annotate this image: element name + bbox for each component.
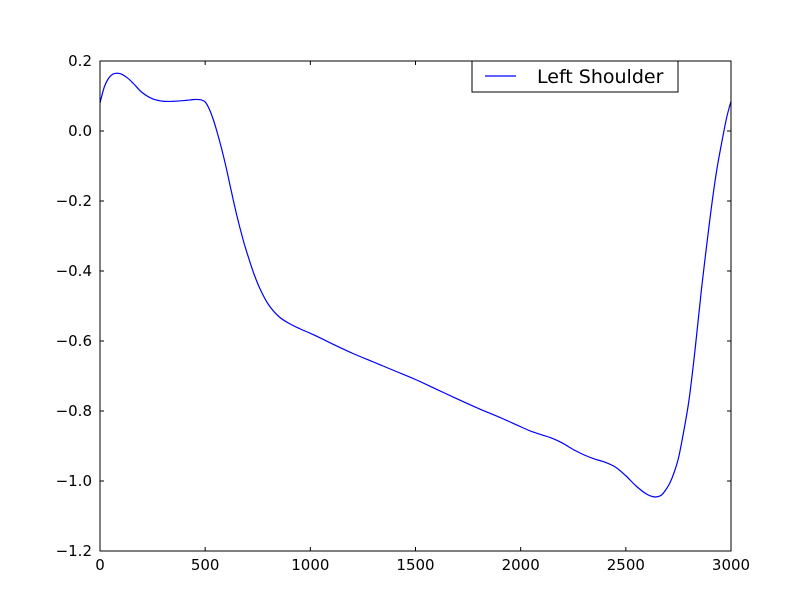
y-tick-label: −1.2 — [56, 542, 92, 560]
y-tick-label: −0.4 — [56, 262, 92, 280]
legend: Left Shoulder — [471, 60, 679, 93]
legend-label: Left Shoulder — [537, 66, 664, 88]
y-tick-label: 0.2 — [68, 52, 92, 70]
y-tick-label: −0.8 — [56, 402, 92, 420]
y-tick-label: 0.0 — [68, 122, 92, 140]
axis-ticks — [99, 60, 732, 552]
series-layer — [99, 72, 732, 498]
y-tick-label: −0.2 — [56, 192, 92, 210]
x-tick-label: 1000 — [291, 556, 329, 574]
x-tick-label: 3000 — [712, 556, 750, 574]
y-tick-label: −1.0 — [56, 472, 92, 490]
x-tick-label: 500 — [191, 556, 220, 574]
tick-labels: 0 500 1000 1500 2000 2500 3000 −1.2 −1.0 −0.8 −0.6… — [56, 52, 751, 574]
y-tick-label: −0.6 — [56, 332, 92, 350]
plot-frame — [99, 60, 732, 552]
x-tick-label: 0 — [95, 556, 105, 574]
series-line-left-shoulder — [99, 72, 732, 498]
x-tick-label: 1500 — [396, 556, 434, 574]
x-tick-label: 2000 — [502, 556, 540, 574]
x-tick-label: 2500 — [607, 556, 645, 574]
